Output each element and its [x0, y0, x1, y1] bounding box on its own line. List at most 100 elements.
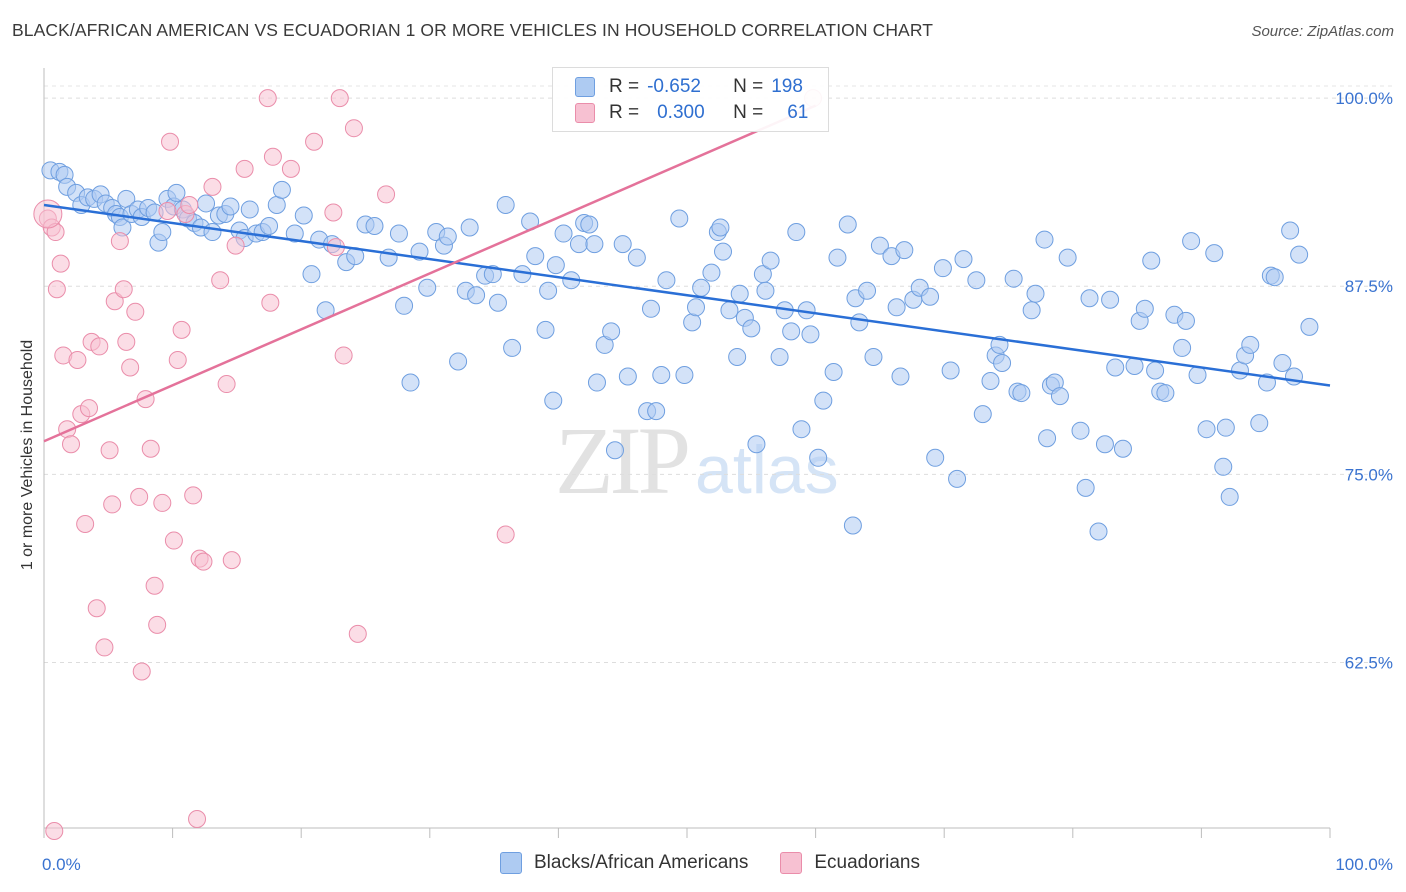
y-tick-label: 75.0% — [1345, 465, 1393, 484]
series-label-blacks: Blacks/African Americans — [534, 852, 749, 873]
ecuadorian-point — [281, 159, 300, 178]
blacks-point — [1071, 421, 1090, 440]
blacks-point — [401, 373, 420, 392]
blacks-point — [720, 301, 739, 320]
ecuadorian-point — [184, 486, 203, 505]
blacks-point — [1146, 361, 1165, 380]
ecuadorian-point — [87, 599, 106, 618]
series-legend: Blacks/African Americans Ecuadorians — [500, 852, 952, 874]
x-tick-label: 0.0% — [42, 855, 81, 874]
blacks-point — [605, 441, 624, 460]
blacks-point — [730, 284, 749, 303]
y-tick-label: 87.5% — [1345, 277, 1393, 296]
blacks-point — [467, 286, 486, 305]
blacks-point — [1273, 353, 1292, 372]
blacks-point — [1176, 311, 1195, 330]
ecuadorian-point — [45, 822, 64, 841]
series-legend-ecuadorians[interactable]: Ecuadorians — [780, 852, 920, 874]
blacks-point — [670, 209, 689, 228]
blacks-point — [687, 298, 706, 317]
blacks-point — [675, 366, 694, 385]
blacks-point — [153, 223, 172, 242]
blacks-point — [1095, 435, 1114, 454]
blacks-point — [1300, 317, 1319, 336]
ecuadorian-point — [141, 439, 160, 458]
legend-n-value: 61 — [787, 102, 809, 123]
ecuadorian-point — [114, 280, 133, 299]
ecuadorian-point — [148, 615, 167, 634]
ecuadorian-point — [377, 185, 396, 204]
legend-n-label: N = — [733, 102, 764, 123]
ecuadorian-point — [324, 203, 343, 222]
legend-n-label: N = — [733, 76, 764, 97]
blacks-point — [1188, 366, 1207, 385]
blacks-point — [1250, 414, 1269, 433]
blacks-point — [895, 241, 914, 260]
blacks-point — [714, 242, 733, 261]
blacks-point — [809, 448, 828, 467]
blacks-point — [438, 227, 457, 246]
blacks-point — [814, 391, 833, 410]
blacks-point — [580, 215, 599, 234]
blacks-point — [418, 278, 437, 297]
ecuadorian-point — [145, 576, 164, 595]
legend-r-value: 0.300 — [657, 102, 705, 123]
blacks-point — [756, 281, 775, 300]
blacks-point — [1022, 301, 1041, 320]
watermark-zip: ZIP — [555, 407, 691, 514]
blacks-trend-line — [43, 203, 1331, 387]
ecuadorian-point — [211, 271, 230, 290]
blacks-point — [652, 366, 671, 385]
ecuadorian-point — [80, 399, 99, 418]
blacks-point — [933, 259, 952, 278]
blacks-point — [782, 322, 801, 341]
ecuadorian-point — [164, 531, 183, 550]
legend-r-value: -0.652 — [647, 76, 701, 97]
legend-row-ecuadorians: R = 0.300 N = 61 — [575, 101, 808, 125]
chart-title: BLACK/AFRICAN AMERICAN VS ECUADORIAN 1 O… — [12, 20, 934, 40]
ecuadorian-point — [496, 525, 515, 544]
blacks-point — [1106, 358, 1125, 377]
blacks-point — [365, 217, 384, 236]
ecuadorian-point — [100, 441, 119, 460]
blacks-point — [702, 263, 721, 282]
blacks-point — [544, 391, 563, 410]
blacks-point — [843, 516, 862, 535]
watermark-atlas: atlas — [695, 432, 839, 508]
ecuadorian-point — [126, 302, 145, 321]
blacks-point — [1089, 522, 1108, 541]
ecuadorian-point — [68, 350, 87, 369]
blacks-point — [887, 298, 906, 317]
series-legend-blacks[interactable]: Blacks/African Americans — [500, 852, 748, 874]
blacks-point — [294, 206, 313, 225]
blacks-point — [954, 250, 973, 269]
ecuadorian-point — [62, 435, 81, 454]
ecuadorian-point — [235, 159, 254, 178]
blacks-point — [167, 183, 186, 202]
blacks-point — [449, 352, 468, 371]
blacks-point — [587, 373, 606, 392]
blacks-point — [981, 372, 1000, 391]
blacks-point — [1156, 384, 1175, 403]
ecuadorian-point — [222, 551, 241, 570]
blacks-point — [203, 223, 222, 242]
ecuadorian-point — [47, 280, 66, 299]
blacks-point — [272, 180, 291, 199]
ecuadorian-point — [161, 132, 180, 151]
blacks-point — [267, 195, 286, 214]
y-tick-label: 62.5% — [1345, 653, 1393, 672]
legend-swatch-ecuadorians — [575, 103, 595, 123]
ecuadorian-point — [105, 292, 124, 311]
blacks-point — [870, 236, 889, 255]
blacks-point — [554, 224, 573, 243]
blacks-point — [1035, 230, 1054, 249]
blacks-point — [503, 338, 522, 357]
blacks-point — [1216, 418, 1235, 437]
blacks-point — [197, 194, 216, 213]
ecuadorian-point — [158, 201, 177, 220]
blacks-point — [993, 353, 1012, 372]
ecuadorian-point — [188, 809, 207, 828]
blacks-point — [1241, 335, 1260, 354]
ecuadorian-point — [33, 199, 63, 229]
